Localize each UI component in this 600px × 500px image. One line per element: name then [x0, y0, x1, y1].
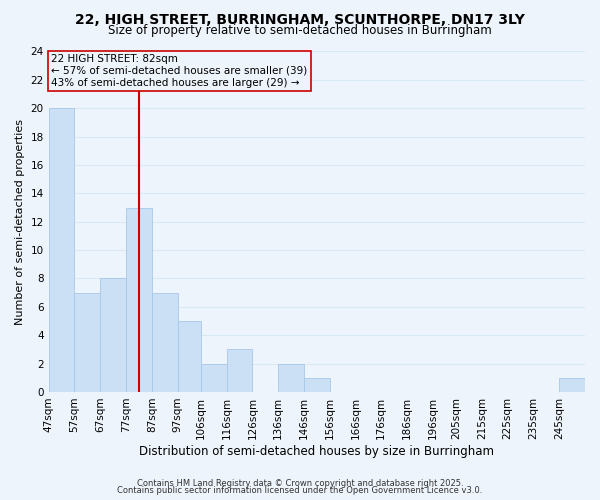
Text: Size of property relative to semi-detached houses in Burringham: Size of property relative to semi-detach… — [108, 24, 492, 37]
Bar — [278, 364, 304, 392]
Bar — [126, 208, 152, 392]
Bar — [74, 292, 100, 392]
Bar — [100, 278, 126, 392]
Bar — [178, 321, 201, 392]
Text: 22, HIGH STREET, BURRINGHAM, SCUNTHORPE, DN17 3LY: 22, HIGH STREET, BURRINGHAM, SCUNTHORPE,… — [75, 12, 525, 26]
X-axis label: Distribution of semi-detached houses by size in Burringham: Distribution of semi-detached houses by … — [139, 444, 494, 458]
Bar — [227, 350, 253, 392]
Bar — [49, 108, 74, 392]
Text: Contains HM Land Registry data © Crown copyright and database right 2025.: Contains HM Land Registry data © Crown c… — [137, 478, 463, 488]
Y-axis label: Number of semi-detached properties: Number of semi-detached properties — [15, 118, 25, 324]
Bar — [559, 378, 585, 392]
Bar — [201, 364, 227, 392]
Text: 22 HIGH STREET: 82sqm
← 57% of semi-detached houses are smaller (39)
43% of semi: 22 HIGH STREET: 82sqm ← 57% of semi-deta… — [51, 54, 307, 88]
Bar — [304, 378, 330, 392]
Text: Contains public sector information licensed under the Open Government Licence v3: Contains public sector information licen… — [118, 486, 482, 495]
Bar — [152, 292, 178, 392]
